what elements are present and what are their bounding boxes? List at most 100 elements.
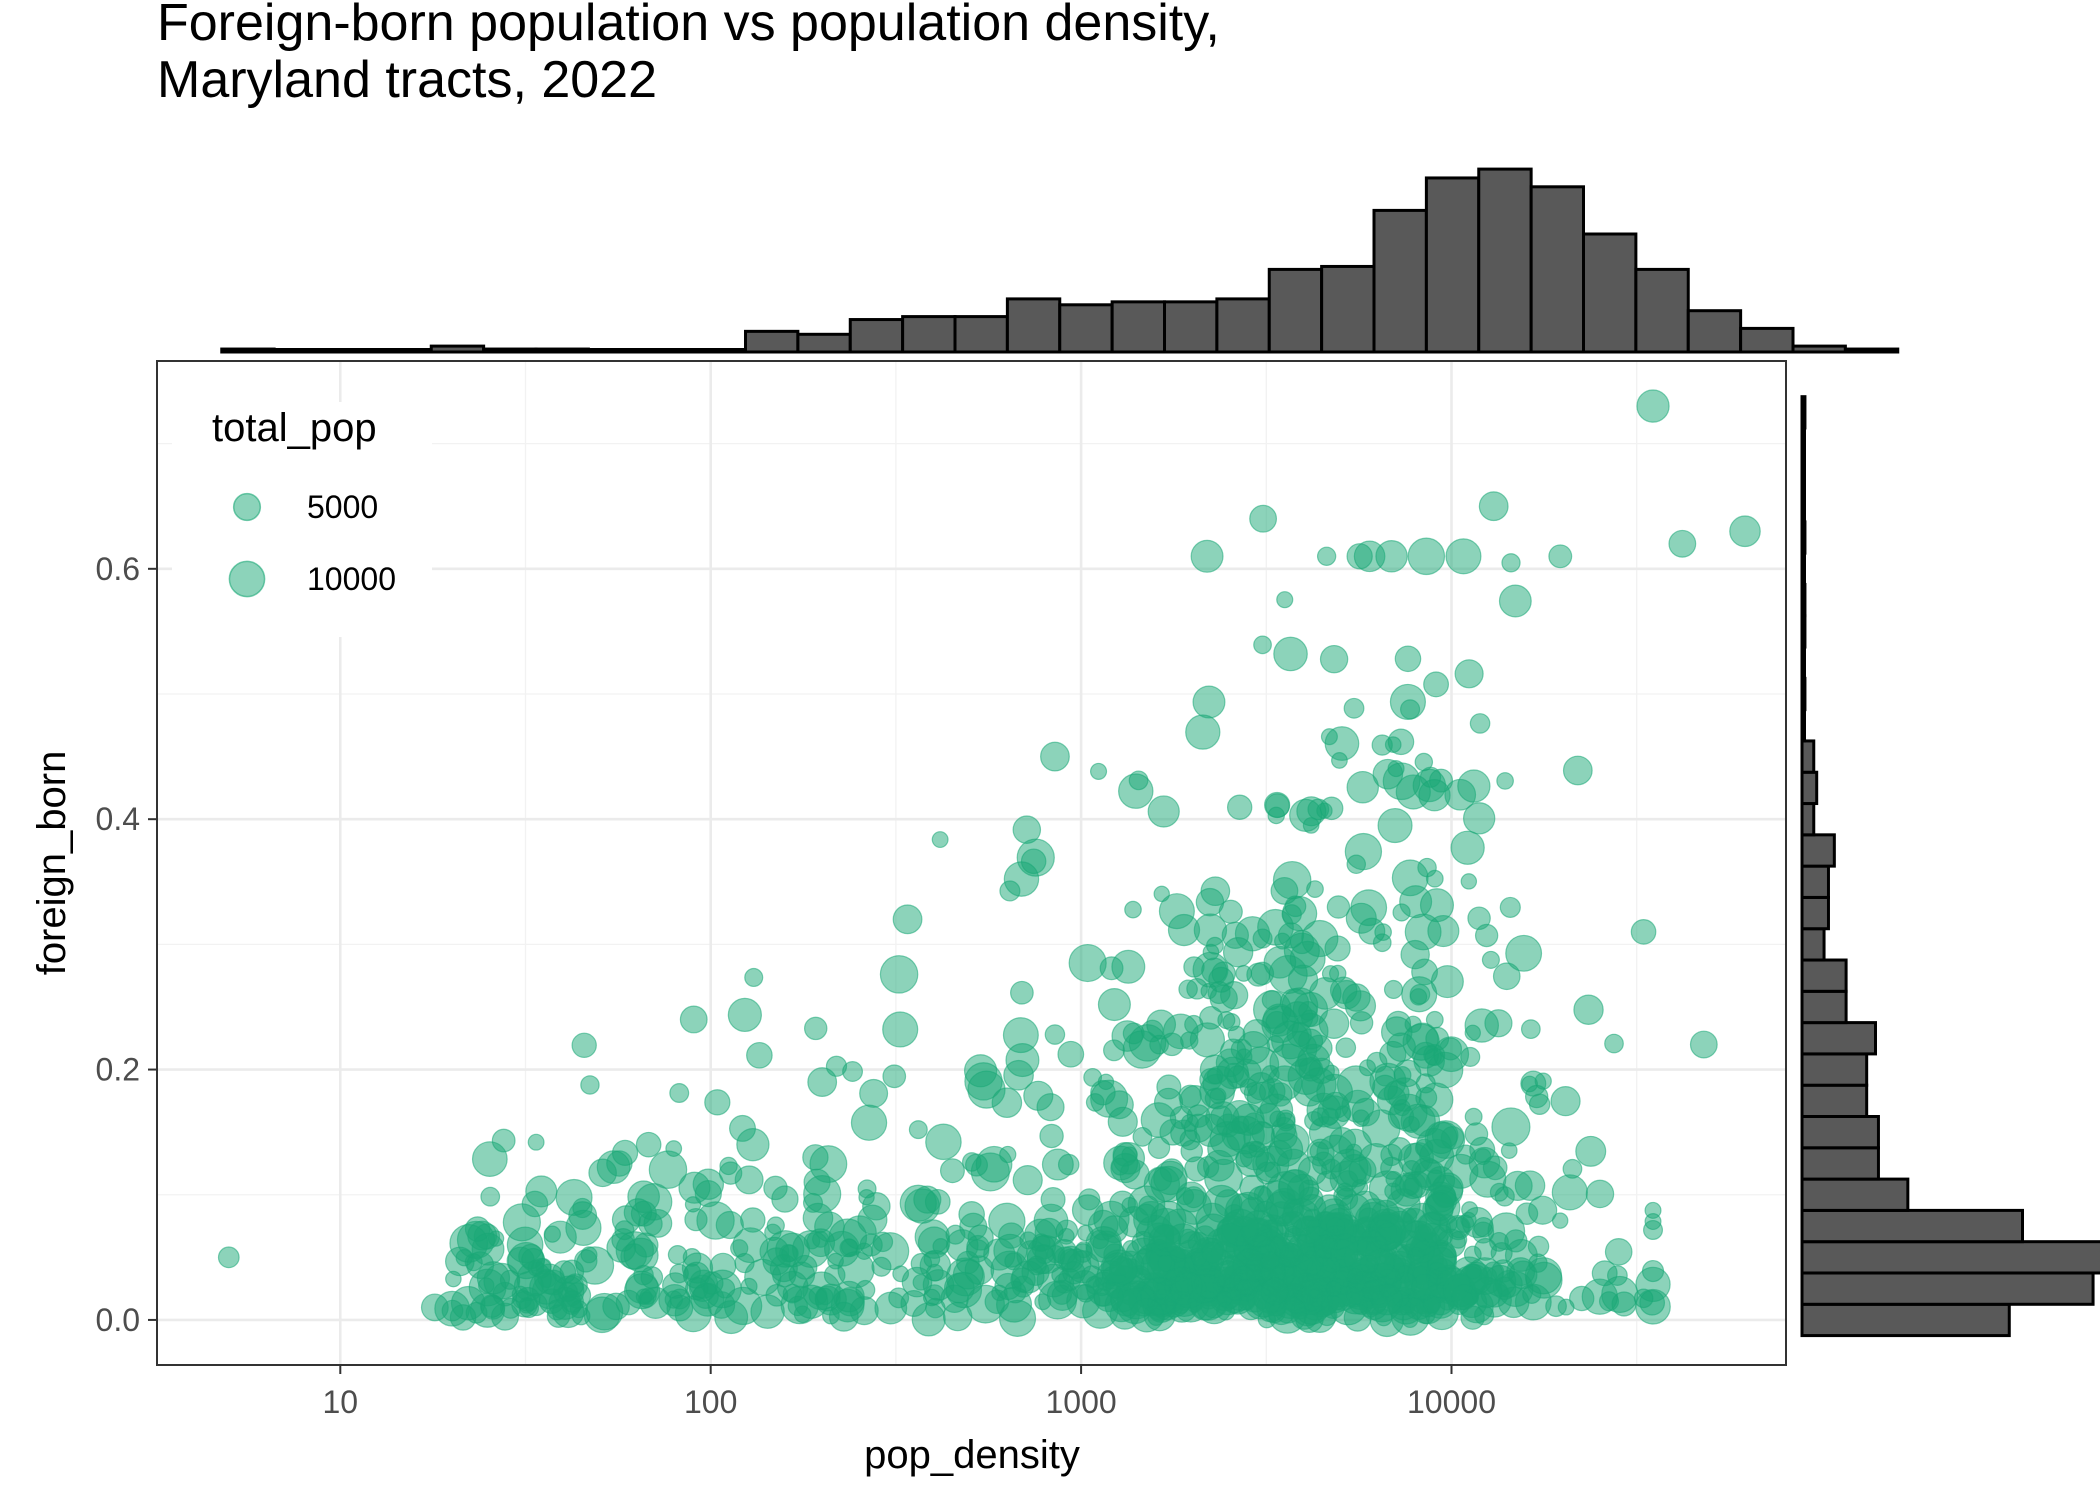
data-point [1348, 1156, 1377, 1185]
data-point [1012, 1165, 1043, 1196]
x-axis: 10 100 1000 10000 [322, 1365, 1496, 1420]
data-point [1573, 994, 1604, 1025]
data-point [1278, 1169, 1310, 1201]
data-point [1375, 540, 1408, 573]
data-point [552, 1260, 577, 1285]
data-point [1041, 1148, 1074, 1181]
data-point [1464, 1122, 1489, 1146]
data-point [1450, 830, 1485, 865]
y-tick-label: 0.6 [96, 551, 140, 587]
right-histogram-bar [1800, 489, 1806, 524]
data-point [1004, 1252, 1023, 1271]
top-histogram [220, 167, 1900, 354]
data-point [1099, 956, 1124, 981]
data-point [1461, 1206, 1494, 1239]
data-point [491, 1128, 516, 1153]
data-point [507, 1241, 545, 1280]
data-point [1409, 983, 1431, 1005]
data-point [1146, 1009, 1177, 1040]
data-point [850, 1104, 888, 1141]
data-point [1633, 1288, 1654, 1309]
right-histogram-bar [1800, 1177, 1910, 1212]
data-point [1455, 1144, 1476, 1165]
data-point [1562, 755, 1593, 786]
data-point [719, 1156, 738, 1176]
data-point [1273, 636, 1308, 672]
data-point [571, 1032, 597, 1059]
data-point [502, 1203, 541, 1242]
top-histogram-bar [1634, 267, 1690, 354]
data-point [1557, 1298, 1575, 1316]
y-tick-label: 0.0 [96, 1302, 140, 1338]
right-histogram-bar [1800, 426, 1806, 461]
right-histogram-bar [1800, 520, 1807, 555]
top-histogram-bar [1058, 303, 1114, 354]
data-point [1346, 854, 1367, 875]
right-histogram-bar [1800, 395, 1807, 430]
data-point [669, 1083, 690, 1103]
x-tick-label: 10000 [1407, 1384, 1496, 1420]
data-point [1321, 1295, 1346, 1319]
data-point [734, 1165, 764, 1195]
data-point [1068, 943, 1107, 983]
top-histogram-bar [1843, 347, 1900, 354]
data-point [1127, 1185, 1166, 1224]
data-point [994, 1272, 1022, 1301]
data-point [648, 1150, 688, 1189]
data-point [882, 1011, 919, 1048]
top-histogram-bar [1424, 176, 1481, 354]
data-point [1382, 762, 1421, 801]
data-point [611, 1139, 639, 1167]
data-point [1425, 869, 1444, 888]
top-histogram-bar [848, 318, 905, 354]
top-histogram-bar [534, 347, 590, 354]
top-histogram-bar [691, 348, 748, 354]
data-point [420, 1293, 449, 1322]
data-point [1260, 1251, 1280, 1271]
top-histogram-bar [1791, 344, 1847, 354]
data-point [744, 967, 764, 988]
data-point [1391, 859, 1429, 897]
data-point [1040, 1186, 1066, 1213]
data-point [945, 1271, 983, 1309]
data-point [1585, 1179, 1615, 1209]
data-point [871, 1256, 892, 1277]
data-point [1284, 895, 1307, 918]
data-point [1036, 1093, 1065, 1122]
data-point [1251, 1121, 1275, 1145]
data-point [1464, 1008, 1500, 1043]
right-histogram-bar [1800, 1115, 1880, 1150]
data-point [1551, 1174, 1588, 1211]
data-point [1221, 1208, 1260, 1247]
top-histogram-bar [953, 315, 1009, 354]
data-point [1400, 939, 1430, 970]
right-histogram-bar [1800, 1021, 1877, 1056]
data-point [828, 1301, 859, 1332]
right-histogram-bar [1800, 833, 1836, 868]
data-point [580, 1075, 600, 1095]
data-point [999, 1145, 1017, 1164]
data-point [1044, 1024, 1066, 1045]
data-point [487, 1230, 505, 1247]
data-point [1386, 1032, 1417, 1062]
data-point [1152, 1224, 1182, 1253]
top-histogram-bar [429, 344, 486, 354]
data-point [1189, 1022, 1226, 1058]
data-point [684, 1196, 702, 1213]
top-histogram-bar [1582, 232, 1638, 354]
data-point [1346, 1286, 1365, 1306]
data-point [1040, 741, 1070, 772]
right-histogram-bar [1800, 1083, 1869, 1119]
data-point [1195, 887, 1225, 917]
data-point [904, 1188, 940, 1224]
data-point [1147, 795, 1180, 828]
data-point [1358, 917, 1386, 945]
data-point [1190, 539, 1224, 573]
data-point [736, 1128, 770, 1162]
data-point [1313, 1234, 1339, 1260]
data-point [1057, 1040, 1085, 1068]
data-point [1107, 1106, 1138, 1137]
right-histogram-bar [1800, 676, 1807, 712]
data-point [1424, 1121, 1458, 1155]
data-point [1414, 752, 1434, 772]
